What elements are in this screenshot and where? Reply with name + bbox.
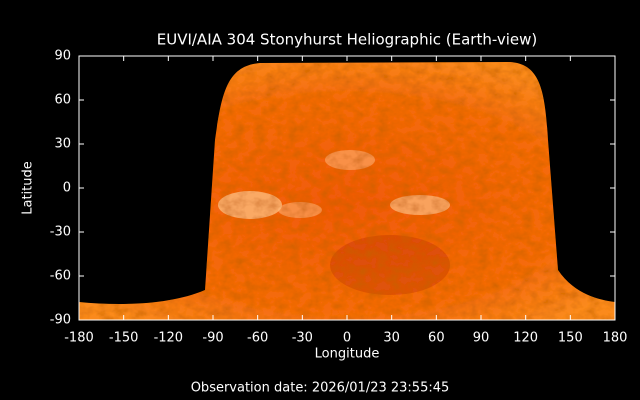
solar-map (79, 62, 615, 320)
y-tick-label: 0 (63, 181, 71, 196)
y-tick-label: -30 (50, 225, 71, 240)
x-tick-label: -150 (109, 331, 139, 346)
y-tick-label: 60 (54, 93, 71, 108)
x-tick-label: -30 (292, 331, 313, 346)
chart-title: EUVI/AIA 304 Stonyhurst Heliographic (Ea… (157, 31, 538, 49)
x-tick-label: 180 (603, 331, 628, 346)
x-axis-label: Longitude (315, 347, 380, 362)
x-tick-label: 120 (513, 331, 538, 346)
x-tick-label: 60 (428, 331, 445, 346)
x-tick-label: 30 (383, 331, 400, 346)
x-tick-label: 90 (473, 331, 490, 346)
x-tick-label: -60 (247, 331, 268, 346)
x-tick-label: -90 (202, 331, 223, 346)
y-tick-label: -90 (50, 313, 71, 328)
y-tick-label: 30 (54, 137, 71, 152)
x-tick-label: -120 (154, 331, 184, 346)
x-tick-label: -180 (64, 331, 94, 346)
y-axis-label: Latitude (21, 161, 36, 215)
x-tick-label: 0 (343, 331, 351, 346)
y-tick-label: 90 (54, 49, 71, 64)
y-tick-label: -60 (50, 269, 71, 284)
x-tick-label: 150 (558, 331, 583, 346)
footer: Observation date: 2026/01/23 23:55:45 (191, 381, 450, 396)
